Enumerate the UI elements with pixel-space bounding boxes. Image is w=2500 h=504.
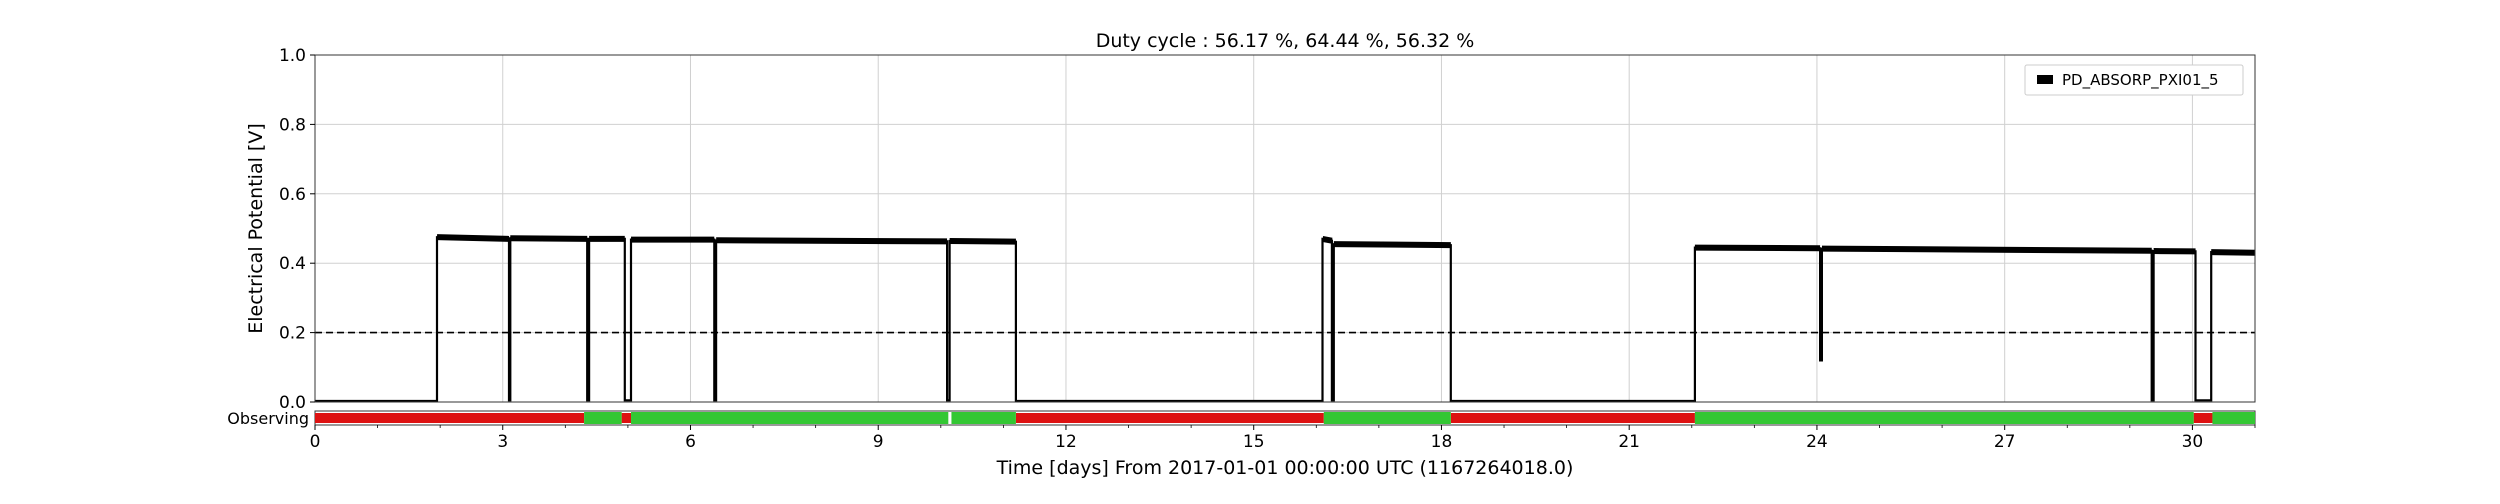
plot-frame [315, 55, 2255, 402]
x-tick-labels: 0 3 6 9 12 15 18 21 24 27 30 [310, 432, 2204, 452]
series-noise-band-0-6 [510, 238, 587, 239]
segment-inactive-4 [2194, 413, 2213, 423]
series-noise-band-0-34 [1695, 248, 1820, 249]
legend-label: PD_ABSORP_PXI01_5 [2062, 71, 2219, 90]
x-tick-label-9: 27 [1994, 432, 2016, 452]
segment-bar [315, 411, 2255, 430]
x-tick-label-6: 18 [1431, 432, 1453, 452]
legend-swatch [2037, 75, 2053, 84]
x-tick-label-2: 6 [685, 432, 696, 452]
axes [310, 55, 2255, 402]
segment-inactive-2 [1016, 413, 1324, 423]
segment-label: Observing [227, 409, 309, 428]
y-tick-label-1: 0.2 [279, 324, 306, 344]
y-tick-label-5: 1.0 [279, 46, 306, 66]
y-tick-label-4: 0.8 [279, 115, 306, 135]
series-noise-band-0-22 [950, 241, 1016, 242]
series-noise-band-0-26 [1323, 239, 1332, 241]
x-tick-label-0: 0 [310, 432, 321, 452]
legend: PD_ABSORP_PXI01_5 [2025, 65, 2243, 95]
chart-title: Duty cycle : 56.17 %, 64.44 %, 56.32 % [1096, 30, 1475, 52]
segment-active-1 [631, 412, 948, 424]
segment-inactive-1 [622, 413, 631, 423]
segment-inactive-3 [1451, 413, 1695, 423]
x-tick-label-4: 12 [1055, 432, 1077, 452]
segment-active-4 [1695, 412, 2194, 424]
series-layer [315, 237, 2255, 401]
series-noise-band-0-18 [716, 240, 947, 241]
y-axis-label: Electrical Potential [V] [245, 123, 267, 333]
series-noise-band-0-38 [1822, 249, 2152, 251]
x-axis-label: Time [days] From 2017-01-01 00:00:00 UTC… [996, 457, 1574, 479]
x-tick-label-10: 30 [2182, 432, 2204, 452]
segment-inactive-0 [315, 413, 584, 423]
x-tick-label-5: 15 [1243, 432, 1265, 452]
x-tick-label-7: 21 [1618, 432, 1640, 452]
segment-active-0 [584, 412, 622, 424]
y-tick-label-3: 0.6 [279, 185, 306, 205]
series-noise-band-0-2 [437, 237, 509, 239]
segment-active-3 [1324, 412, 1451, 424]
series-line-0 [315, 237, 2255, 401]
grid-lines [315, 55, 2255, 402]
x-tick-label-8: 24 [1806, 432, 1828, 452]
series-noise-band-0-46 [2211, 252, 2255, 253]
x-tick-label-1: 3 [497, 432, 508, 452]
segment-active-5 [2212, 412, 2255, 424]
segment-active-2 [951, 412, 1015, 424]
y-tick-label-2: 0.4 [279, 254, 306, 274]
series-noise-band-0-30 [1334, 244, 1451, 245]
y-tick-labels: 0.00.20.40.60.81.0 [279, 46, 306, 413]
x-tick-label-3: 9 [873, 432, 884, 452]
